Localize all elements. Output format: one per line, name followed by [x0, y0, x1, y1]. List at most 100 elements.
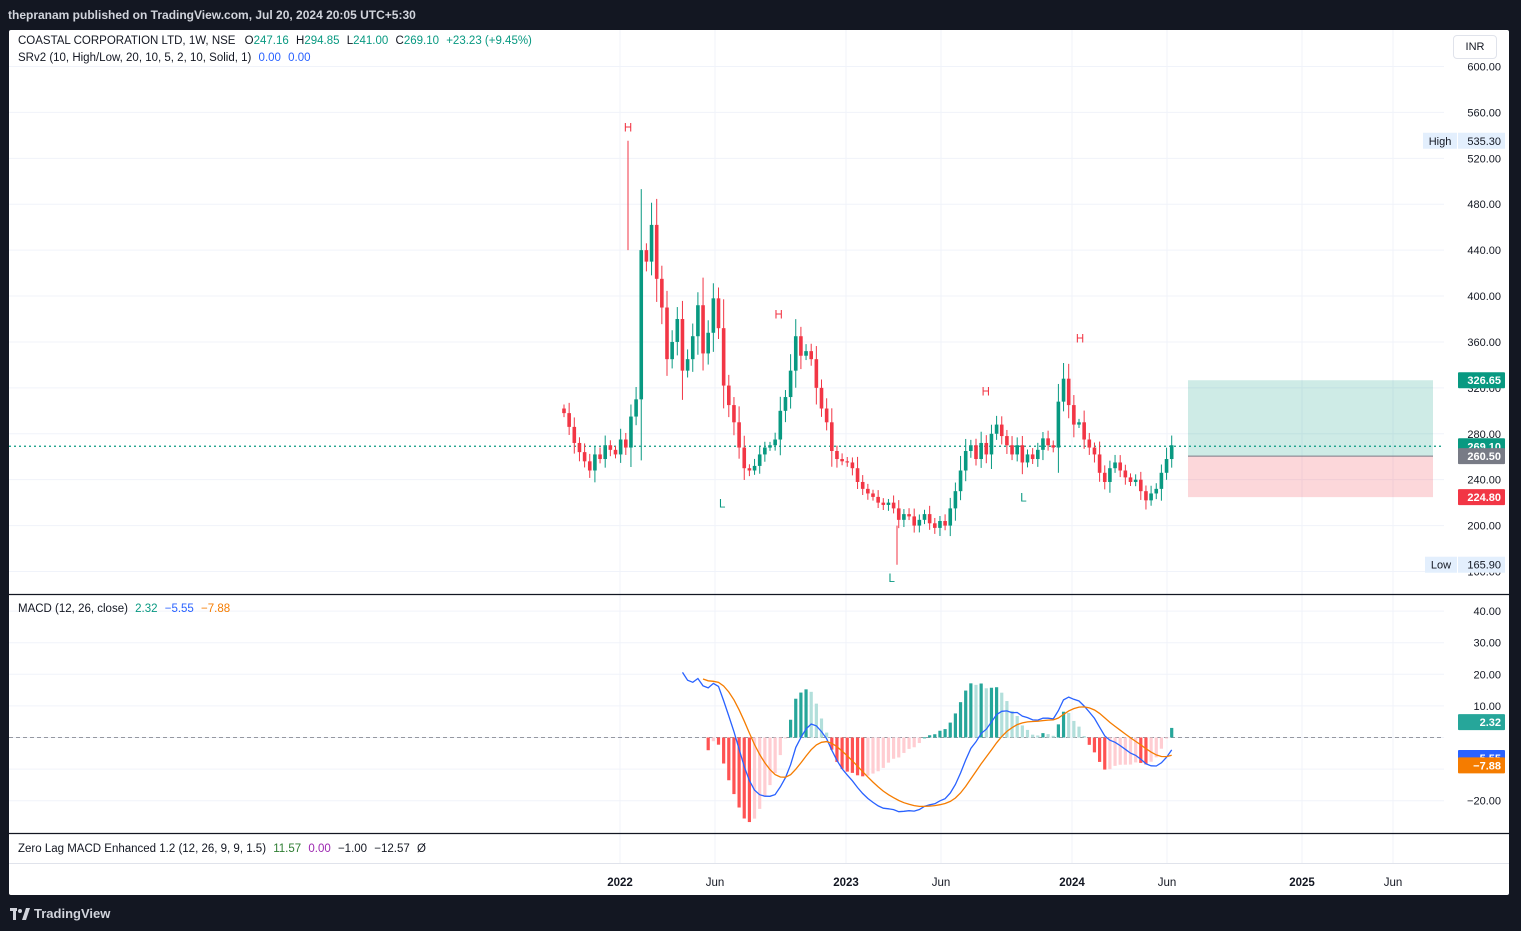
candle-body	[783, 397, 788, 411]
candle-body	[727, 385, 731, 406]
candle-body	[582, 452, 587, 462]
chart-canvas[interactable]: H L H L H L H 2022 Jun 2023 Jun 2024 Jun 2025 Jun 600.…	[9, 30, 1509, 895]
candle	[737, 406, 741, 459]
high-value-bg	[1458, 132, 1505, 149]
macd-histogram-bar	[706, 737, 710, 751]
candle	[793, 319, 798, 388]
candle	[680, 300, 685, 400]
candle-body	[577, 442, 582, 453]
macd-histogram-bar	[928, 735, 932, 738]
candle-body	[1113, 462, 1117, 469]
macd-histogram-bar	[953, 713, 957, 738]
publisher-text: thepranam published on TradingView.com, …	[8, 8, 416, 22]
candle-body	[567, 413, 571, 427]
candle-body	[860, 481, 865, 489]
macd-histogram-bar	[1010, 710, 1014, 738]
macd-histogram-bar	[892, 737, 896, 759]
candle	[876, 490, 880, 509]
candle-body	[1159, 472, 1164, 489]
macd-tick-label: 40.00	[1473, 606, 1501, 618]
macd-histogram-bar	[964, 690, 968, 738]
candle	[562, 404, 566, 418]
macd-histogram-bar	[974, 684, 978, 738]
candle-body	[953, 491, 958, 509]
macd-histogram-bar	[902, 737, 906, 753]
candle	[855, 456, 860, 489]
candle-body	[716, 298, 721, 329]
candle-body	[572, 426, 577, 443]
candle	[974, 438, 978, 466]
candle	[778, 396, 783, 456]
candle	[835, 445, 839, 468]
swing-high-label: H	[775, 309, 783, 321]
macd-histogram-bar	[804, 689, 808, 738]
candle	[788, 354, 793, 409]
zl-value-3: −1.00	[337, 843, 368, 855]
candle	[1087, 432, 1092, 455]
macd-histogram-bar	[1051, 735, 1055, 738]
candle-body	[938, 521, 942, 528]
candle	[1072, 395, 1076, 438]
candle	[732, 397, 736, 436]
tradingview-logo[interactable]: TradingView	[10, 906, 110, 921]
candle-body	[917, 519, 922, 526]
macd-histogram-bar	[732, 737, 736, 795]
candle-body	[1015, 445, 1019, 455]
candle	[1082, 410, 1086, 449]
zl-value-2: 0.00	[308, 843, 331, 855]
candle-body	[994, 424, 999, 434]
candle-body	[876, 496, 880, 503]
chart-frame[interactable]: H L H L H L H 2022 Jun 2023 Jun 2024 Jun 2025 Jun 600.…	[9, 30, 1509, 895]
x-tick-label: Jun	[1384, 877, 1403, 889]
ohlc-high-label: H	[296, 35, 305, 47]
candle-body	[963, 450, 968, 471]
macd-signal-badge: −7.88	[1473, 760, 1501, 772]
ohlc-low: 241.00	[353, 35, 389, 47]
y-tick-label: 440.00	[1467, 245, 1501, 257]
macd-histogram-bar	[794, 698, 798, 738]
macd-signal-value: −7.88	[201, 603, 231, 615]
macd-histogram-bar	[1036, 735, 1040, 738]
candle	[768, 441, 772, 451]
candle	[593, 446, 597, 483]
macd-histogram-bar	[1005, 701, 1009, 738]
candle-body	[1128, 477, 1133, 482]
candle	[1066, 363, 1071, 419]
macd-histogram-bar	[1072, 720, 1076, 738]
candle-body	[1030, 454, 1035, 460]
candle	[979, 431, 983, 468]
macd-histogram-bar	[907, 737, 911, 749]
candle-body	[830, 422, 834, 451]
candle	[989, 424, 994, 470]
macd-histogram-bar	[1118, 737, 1122, 765]
candle	[1118, 455, 1122, 478]
swing-low-label: L	[888, 573, 895, 585]
candle-body	[891, 502, 896, 509]
macd-histogram-bar	[752, 737, 757, 819]
candle-body	[1036, 449, 1040, 460]
candle-body	[840, 459, 844, 462]
macd-histogram-bar	[866, 737, 870, 776]
y-tick-label: 240.00	[1467, 475, 1501, 487]
candle	[567, 402, 571, 435]
candle-body	[1144, 491, 1148, 501]
macd-histogram-bar	[799, 692, 803, 738]
candle	[938, 516, 942, 536]
currency-button[interactable]: INR	[1453, 35, 1497, 59]
grid	[9, 30, 1444, 863]
candle	[819, 379, 824, 417]
candle	[757, 445, 762, 474]
candle-body	[675, 319, 680, 342]
macd-histogram-bar	[1108, 737, 1112, 770]
candle-body	[1164, 459, 1169, 473]
candle-body	[979, 442, 983, 460]
candle	[1128, 473, 1133, 486]
macd-histogram-bar	[825, 732, 829, 738]
candle-body	[763, 447, 767, 455]
candle	[685, 349, 690, 378]
candle	[660, 265, 664, 325]
candle	[1159, 464, 1164, 501]
candle	[917, 514, 922, 533]
candle-body	[809, 351, 813, 360]
macd-histogram-bar	[835, 737, 839, 762]
